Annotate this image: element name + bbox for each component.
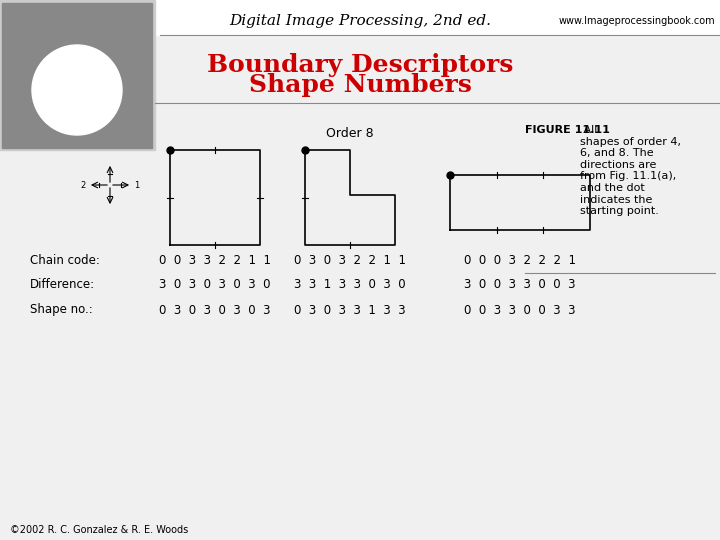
Text: All
shapes of order 4,
6, and 8. The
directions are
from Fig. 11.1(a),
and the d: All shapes of order 4, 6, and 8. The dir… [580, 125, 681, 216]
Text: FIGURE 11.11: FIGURE 11.11 [525, 125, 610, 135]
Text: 0  3  0  3  2  2  1  1: 0 3 0 3 2 2 1 1 [294, 253, 406, 267]
Text: ©2002 R. C. Gonzalez & R. E. Woods: ©2002 R. C. Gonzalez & R. E. Woods [10, 525, 188, 535]
Bar [0, 0, 720, 35]
Text: 0  0  0  3  2  2  2  1: 0 0 0 3 2 2 2 1 [464, 253, 576, 267]
Text: 2: 2 [81, 180, 86, 190]
Text: Digital Image Processing, 2nd ed.: Digital Image Processing, 2nd ed. [229, 14, 491, 28]
Bar [2, 3, 152, 148]
Text: 0  0  3  3  2  2  1  1: 0 0 3 3 2 2 1 1 [159, 253, 271, 267]
Text: 0  3  0  3  0  3  0  3: 0 3 0 3 0 3 0 3 [159, 303, 271, 316]
Text: www.Imageprocessingbook.com: www.Imageprocessingbook.com [559, 16, 715, 26]
Text: 3  3  1  3  3  0  3  0: 3 3 1 3 3 0 3 0 [294, 279, 406, 292]
Text: Difference:: Difference: [30, 279, 95, 292]
Text: Shape Numbers: Shape Numbers [248, 73, 472, 97]
Text: Order 8: Order 8 [326, 127, 374, 140]
Text: 0  3  0  3  3  1  3  3: 0 3 0 3 3 1 3 3 [294, 303, 406, 316]
Text: 1: 1 [134, 180, 139, 190]
Text: 0  0  3  3  0  0  3  3: 0 0 3 3 0 0 3 3 [464, 303, 576, 316]
Text: 3  0  0  3  3  0  0  3: 3 0 0 3 3 0 0 3 [464, 279, 576, 292]
Bar [0, 0, 155, 150]
Text: Shape no.:: Shape no.: [30, 303, 93, 316]
Text: 3  0  3  0  3  0  3  0: 3 0 3 0 3 0 3 0 [159, 279, 271, 292]
Circle shape [32, 45, 122, 135]
Text: Chain code:: Chain code: [30, 253, 100, 267]
Text: Boundary Descriptors: Boundary Descriptors [207, 53, 513, 77]
